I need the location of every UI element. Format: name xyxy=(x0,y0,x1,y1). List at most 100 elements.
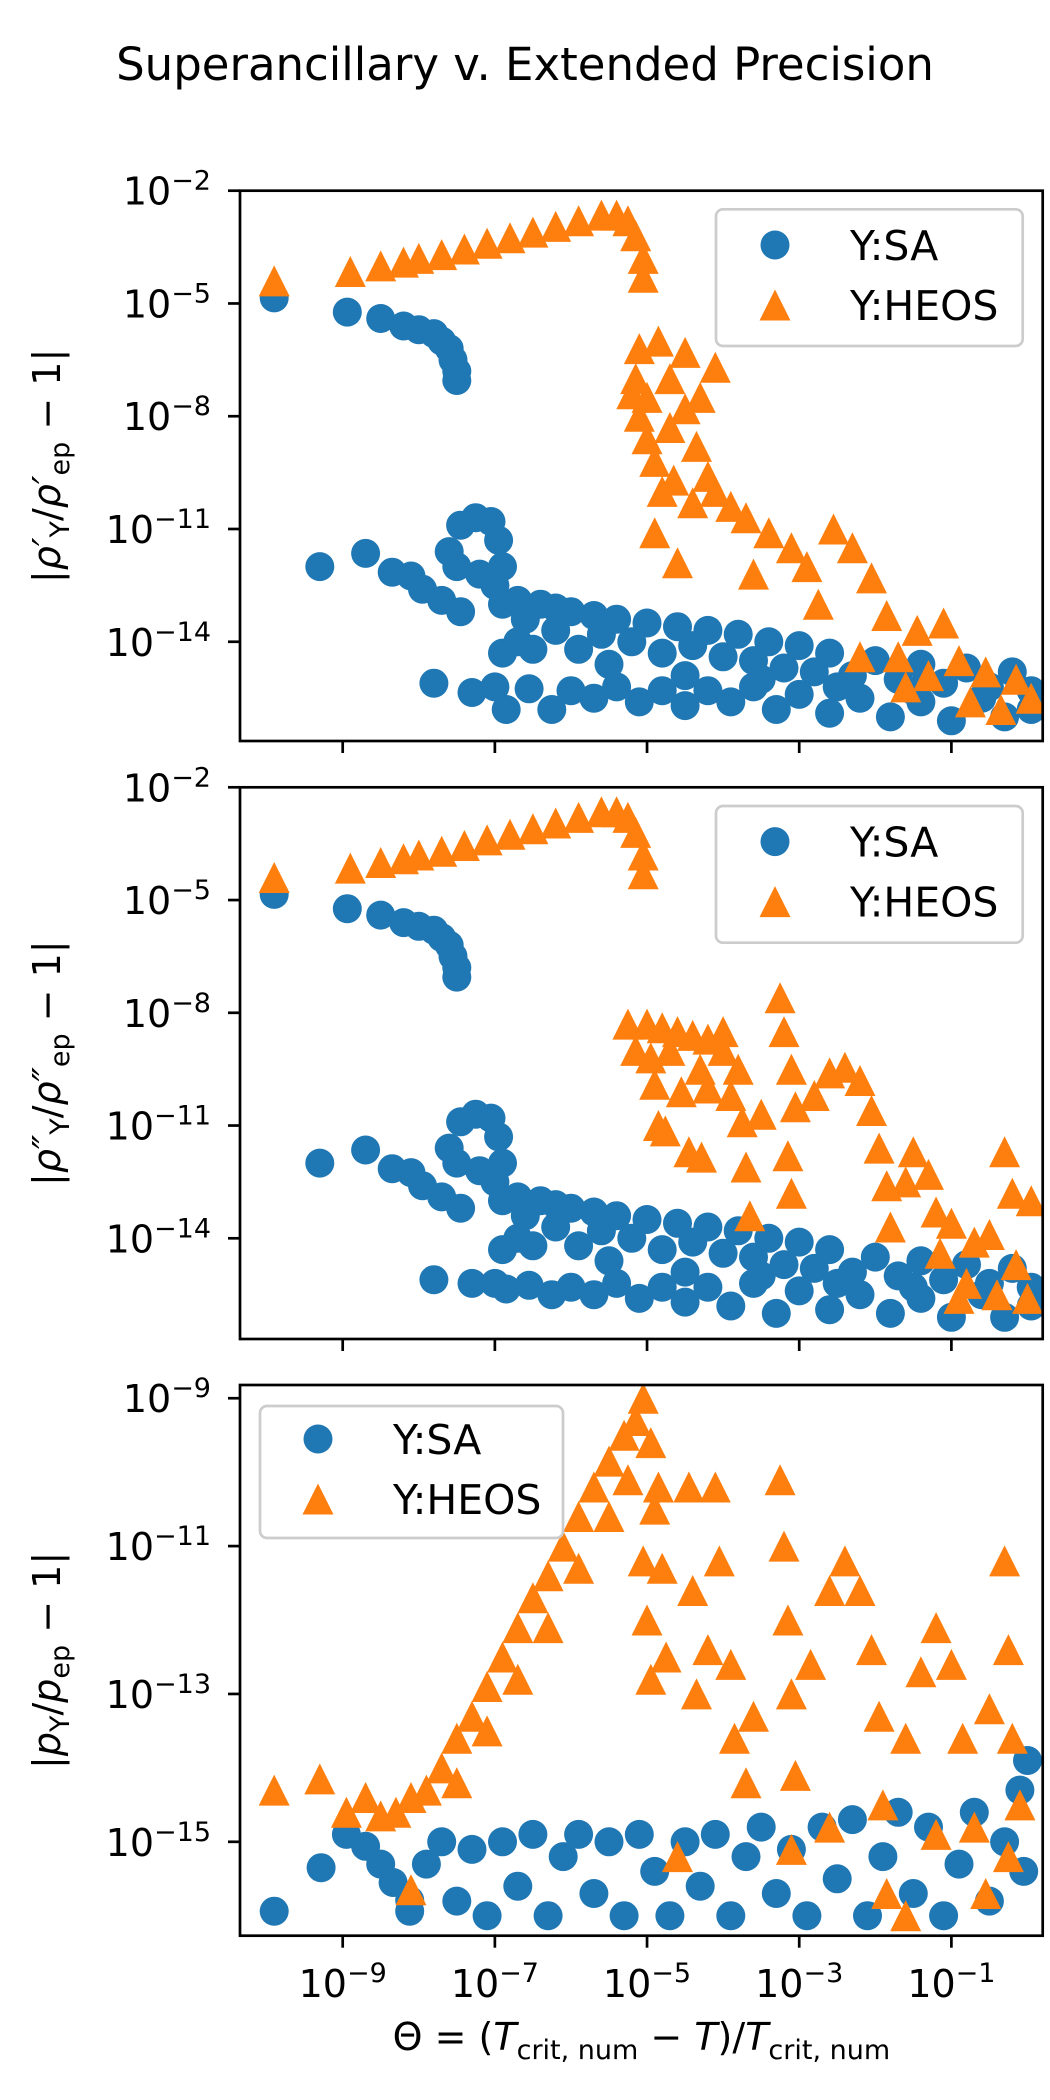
data-point-heos xyxy=(795,1648,827,1680)
x-axis-label-part: T xyxy=(745,2015,771,2059)
data-point-heos xyxy=(627,242,659,274)
tick-label-base: 10 xyxy=(123,395,171,439)
tick-label-exponent: −13 xyxy=(154,1669,211,1700)
data-point-heos xyxy=(775,532,807,564)
data-point-heos xyxy=(627,858,659,890)
y-tick-label: 10−14 xyxy=(106,1213,211,1261)
data-point-heos xyxy=(334,256,366,287)
x-tick-label: 10−9 xyxy=(299,1958,387,2006)
data-point-heos xyxy=(532,1612,564,1644)
data-point-sa xyxy=(609,1901,639,1931)
data-point-heos xyxy=(563,205,595,237)
data-point-heos xyxy=(913,660,944,692)
data-point-sa xyxy=(792,1901,822,1931)
data-point-sa xyxy=(875,1298,905,1328)
data-point-sa xyxy=(822,1268,852,1298)
tick-label-exponent: −11 xyxy=(154,1521,211,1552)
data-point-heos xyxy=(844,1065,876,1096)
data-point-sa xyxy=(518,634,548,664)
tick-label-exponent: −14 xyxy=(154,1213,211,1244)
data-point-heos xyxy=(410,1774,442,1806)
data-point-heos xyxy=(730,1151,762,1183)
y-axis-label-part: / xyxy=(25,1105,69,1118)
legend-item-y-sa: Y:SA xyxy=(303,1416,481,1464)
data-point-heos xyxy=(973,1219,1005,1250)
data-point-heos xyxy=(905,1656,937,1688)
tick-label-exponent: −11 xyxy=(154,504,211,535)
data-point-heos xyxy=(612,1008,644,1040)
data-point-heos xyxy=(426,239,458,271)
data-point-sa xyxy=(548,1842,578,1872)
data-point-heos xyxy=(958,1811,990,1843)
tick-label-base: 10 xyxy=(106,1217,154,1261)
data-point-heos xyxy=(627,839,659,871)
data-point-sa xyxy=(845,1280,875,1310)
data-point-sa xyxy=(845,683,875,713)
data-point-heos xyxy=(471,824,503,856)
x-axis-label: Θ = (Tcrit, num − T)/Tcrit, num xyxy=(393,2015,891,2066)
data-point-sa xyxy=(579,1280,609,1310)
data-point-heos xyxy=(471,227,503,259)
data-point-heos xyxy=(563,801,595,833)
data-point-heos xyxy=(631,1604,663,1636)
data-point-heos xyxy=(304,1763,336,1795)
data-point-sa xyxy=(647,676,677,706)
data-point-heos xyxy=(471,1715,503,1747)
y-axis-label-part: Y xyxy=(45,1118,76,1136)
data-point-heos xyxy=(563,1501,595,1532)
y-axis-label-part: ρ′ xyxy=(25,475,69,508)
data-point-sa xyxy=(624,1283,654,1313)
y-tick-label: 10−5 xyxy=(123,279,211,327)
data-point-sa xyxy=(716,1291,746,1321)
tick-label-exponent: −5 xyxy=(171,875,211,906)
data-point-sa xyxy=(480,672,510,702)
data-point-sa xyxy=(822,1864,852,1894)
data-point-heos xyxy=(517,813,549,845)
data-point-heos xyxy=(890,1900,922,1932)
data-point-sa xyxy=(929,1901,959,1931)
x-axis-label-part: Θ = ( xyxy=(393,2015,494,2059)
data-point-heos xyxy=(890,671,922,703)
data-point-heos xyxy=(654,1034,686,1066)
data-point-heos xyxy=(779,1091,811,1123)
data-point-sa xyxy=(537,695,567,724)
data-point-sa xyxy=(837,1805,867,1835)
data-point-heos xyxy=(517,1582,549,1614)
data-point-sa xyxy=(457,1834,487,1864)
data-point-heos xyxy=(779,1759,811,1791)
data-point-heos xyxy=(395,1874,427,1906)
data-point-heos xyxy=(677,1575,709,1606)
data-point-heos xyxy=(330,1796,362,1828)
data-point-sa xyxy=(457,1268,487,1298)
data-point-heos xyxy=(772,1140,804,1172)
data-point-heos xyxy=(699,351,731,383)
data-point-heos xyxy=(707,1034,739,1066)
tick-label-base: 10 xyxy=(106,1821,154,1865)
data-point-heos xyxy=(547,1530,579,1562)
data-point-sa xyxy=(716,1901,746,1931)
tick-label-base: 10 xyxy=(106,1673,154,1717)
data-point-heos xyxy=(686,1141,717,1173)
data-point-sa xyxy=(442,366,472,395)
data-point-heos xyxy=(943,1282,975,1314)
plot-area xyxy=(258,1385,1042,1932)
tick-label-base: 10 xyxy=(603,1962,651,2006)
data-point-sa xyxy=(860,1242,890,1272)
data-point-heos xyxy=(981,1279,1013,1311)
data-point-heos xyxy=(734,1200,766,1232)
y-tick-label: 10−13 xyxy=(106,1669,211,1717)
data-point-heos xyxy=(620,363,652,395)
data-point-sa xyxy=(700,1819,730,1849)
data-point-sa xyxy=(640,1856,670,1886)
data-point-heos xyxy=(768,1530,800,1562)
data-point-heos xyxy=(669,393,701,425)
data-point-sa xyxy=(754,627,784,657)
data-point-sa xyxy=(446,1193,476,1223)
data-point-heos xyxy=(836,532,868,564)
data-point-sa xyxy=(693,1212,723,1242)
data-point-sa xyxy=(484,1122,514,1152)
data-point-heos xyxy=(772,1604,804,1636)
